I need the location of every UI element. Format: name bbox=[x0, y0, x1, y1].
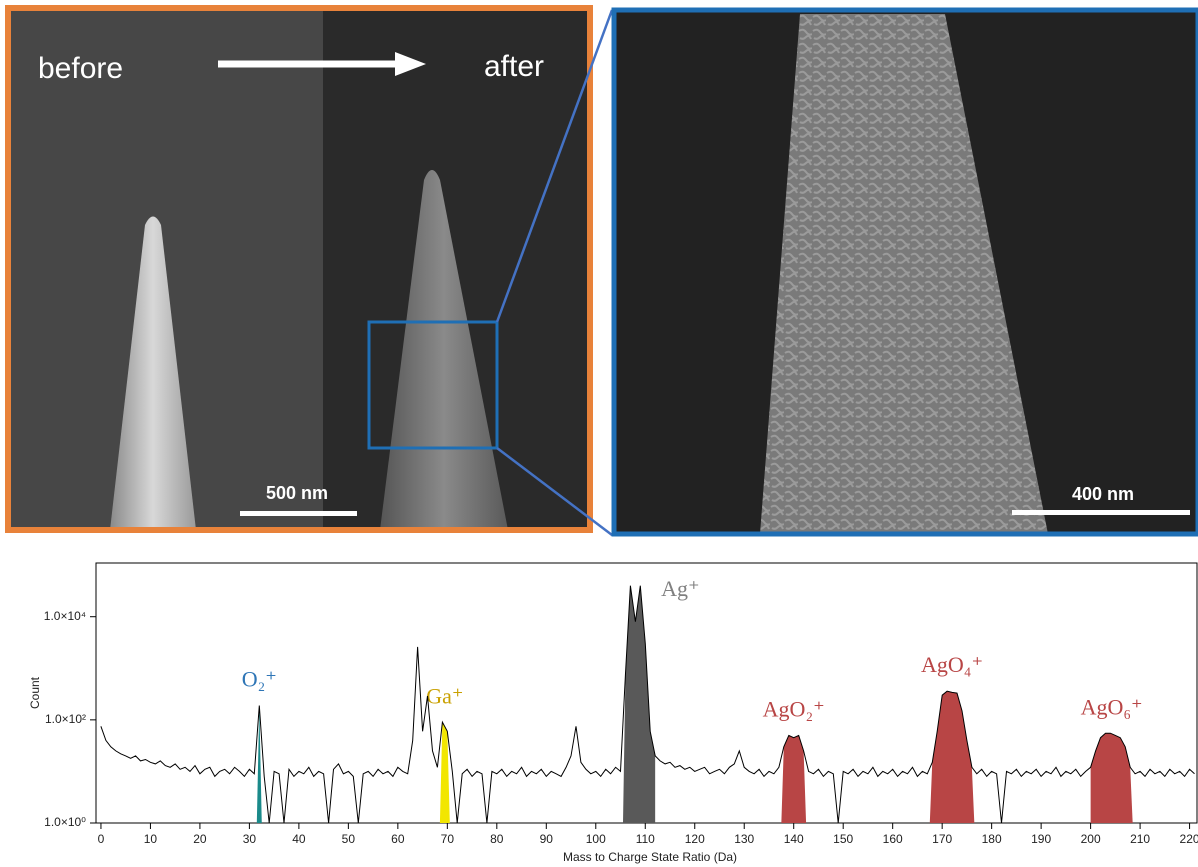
x-axis-title: Mass to Charge State Ratio (Da) bbox=[563, 850, 737, 864]
x-tick-label: 40 bbox=[292, 832, 306, 846]
x-tick-label: 180 bbox=[982, 832, 1002, 846]
x-tick-label: 160 bbox=[883, 832, 903, 846]
scale-bar-label: 400 nm bbox=[1072, 484, 1134, 504]
scale-bar-label: 500 nm bbox=[266, 483, 328, 503]
x-tick-label: 50 bbox=[342, 832, 356, 846]
scale-bar bbox=[1012, 510, 1190, 515]
x-tick-label: 30 bbox=[243, 832, 257, 846]
x-tick-label: 100 bbox=[586, 832, 606, 846]
x-tick-label: 140 bbox=[784, 832, 804, 846]
after-label: after bbox=[484, 50, 544, 83]
x-tick-label: 60 bbox=[391, 832, 405, 846]
x-tick-label: 120 bbox=[685, 832, 705, 846]
x-tick-label: 90 bbox=[540, 832, 554, 846]
x-tick-label: 0 bbox=[98, 832, 105, 846]
peak-highlight bbox=[929, 691, 975, 823]
scale-bar bbox=[240, 511, 357, 516]
orange-frame bbox=[5, 5, 593, 533]
zoom-box bbox=[367, 320, 499, 450]
zoom-line bbox=[495, 9, 614, 323]
x-tick-label: 130 bbox=[734, 832, 754, 846]
y-axis-title: Count bbox=[28, 676, 42, 709]
peak-label: AgO₄⁺ bbox=[921, 652, 983, 677]
x-tick-label: 70 bbox=[441, 832, 455, 846]
y-tick-label: 1.0×10⁰ bbox=[44, 815, 86, 829]
y-tick-label: 1.0×10⁴ bbox=[44, 609, 86, 623]
x-tick-label: 210 bbox=[1130, 832, 1150, 846]
x-tick-label: 220 bbox=[1180, 832, 1198, 846]
spectrum-line bbox=[100, 585, 1195, 824]
x-tick-label: 20 bbox=[193, 832, 207, 846]
before-label: before bbox=[38, 52, 123, 85]
tip-zoom bbox=[760, 14, 1048, 534]
tip-after bbox=[380, 170, 508, 530]
x-tick-label: 150 bbox=[833, 832, 853, 846]
sem-panel-right: 400 nm bbox=[611, 7, 1198, 537]
x-tick-label: 170 bbox=[932, 832, 952, 846]
peak-label: AgO₆⁺ bbox=[1081, 694, 1143, 719]
peak-label: O₂⁺ bbox=[242, 667, 277, 692]
tip-before bbox=[110, 216, 196, 530]
peak-highlight bbox=[622, 585, 656, 823]
x-tick-label: 10 bbox=[144, 832, 158, 846]
peak-highlight bbox=[439, 722, 450, 823]
peak-label: Ag⁺ bbox=[661, 576, 700, 601]
sem-panel-left: before after 500 nm bbox=[5, 5, 593, 533]
peak-highlight bbox=[256, 705, 262, 823]
peak-label: Ga⁺ bbox=[426, 683, 463, 708]
blue-frame bbox=[611, 7, 1198, 537]
peak-highlight bbox=[781, 735, 807, 823]
x-tick-label: 80 bbox=[490, 832, 504, 846]
y-tick-label: 1.0×10² bbox=[45, 712, 86, 726]
zoom-line bbox=[496, 447, 613, 536]
x-tick-label: 200 bbox=[1081, 832, 1101, 846]
arrow-head bbox=[395, 52, 426, 76]
x-tick-label: 110 bbox=[636, 832, 655, 846]
peak-highlight bbox=[1090, 733, 1133, 823]
peak-label: AgO₂⁺ bbox=[763, 696, 825, 721]
x-tick-label: 190 bbox=[1031, 832, 1051, 846]
